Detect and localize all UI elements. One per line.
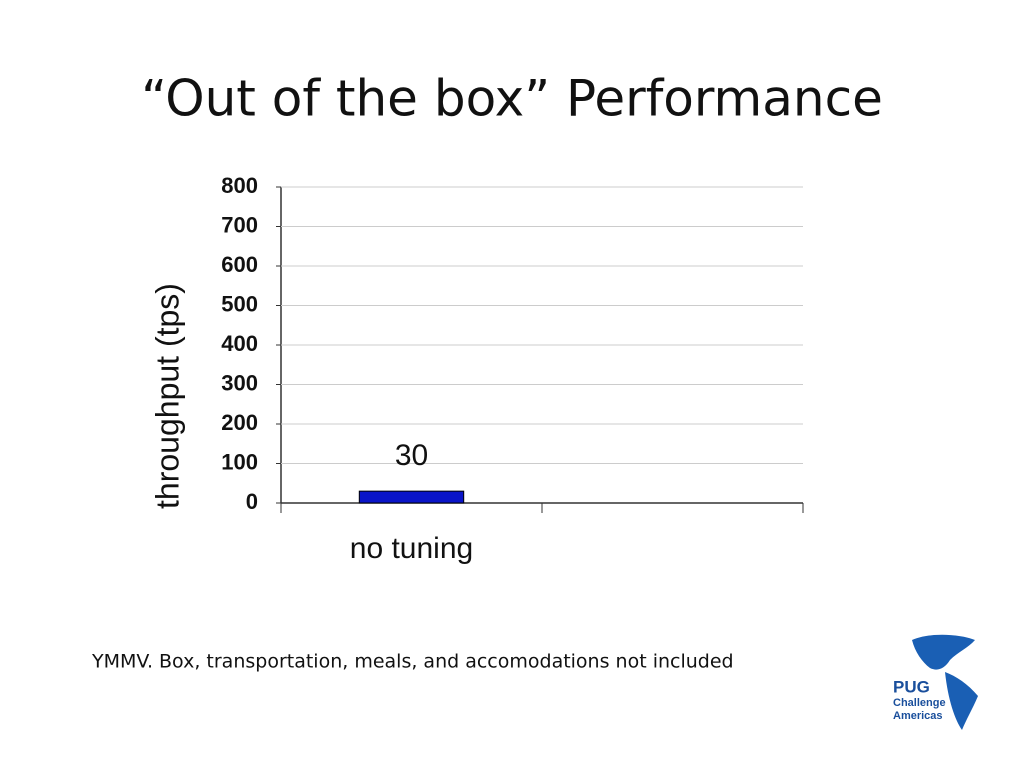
- y-tick-label: 0: [246, 489, 258, 514]
- value-label: 30: [395, 439, 428, 472]
- y-axis-label: throughput (tps): [149, 283, 185, 509]
- logo-globe: [912, 634, 975, 670]
- logo-text: Challenge: [893, 697, 946, 709]
- y-tick-label: 500: [221, 291, 258, 316]
- y-tick-label: 700: [221, 212, 258, 237]
- x-tick-label: no tuning: [350, 532, 473, 565]
- y-tick-label: 400: [221, 331, 258, 356]
- logo: PUG Challenge Americas: [893, 634, 978, 730]
- logo-globe: [945, 672, 978, 730]
- y-tick-label: 100: [221, 449, 258, 474]
- footnote: YMMV. Box, transportation, meals, and ac…: [91, 651, 734, 673]
- y-tick-label: 300: [221, 370, 258, 395]
- logo-title: PUG: [893, 677, 930, 696]
- y-tick-label: 200: [221, 410, 258, 435]
- bar: [358, 490, 465, 504]
- y-tick-label: 800: [221, 173, 258, 198]
- logo-text: Americas: [893, 710, 943, 722]
- y-tick-label: 600: [221, 252, 258, 277]
- chart-title: “Out of the box” Performance: [141, 70, 883, 128]
